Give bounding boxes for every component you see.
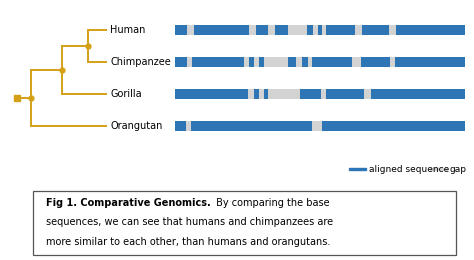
Bar [254,89,259,99]
Bar [275,24,288,35]
Bar [362,24,389,35]
Bar [318,24,322,35]
Bar [175,121,186,132]
Bar [396,24,465,35]
Bar [256,24,268,35]
Bar [259,57,264,67]
Bar [394,57,465,67]
Bar [326,24,355,35]
Bar [361,57,390,67]
Bar [248,89,254,99]
Bar [326,89,364,99]
Bar [268,24,275,35]
Bar [244,57,249,67]
Bar [288,24,307,35]
Bar [322,121,465,132]
Bar [194,24,249,35]
Bar [249,24,256,35]
Text: sequences, we can see that humans and chimpanzees are: sequences, we can see that humans and ch… [46,217,333,227]
Bar [349,168,366,170]
Text: Human: Human [110,25,146,35]
Bar [264,89,268,99]
FancyBboxPatch shape [33,191,456,255]
Text: Chimpanzee: Chimpanzee [110,57,171,67]
Bar [430,168,447,170]
Bar [389,24,396,35]
Bar [390,57,394,67]
Bar [307,24,313,35]
Bar [301,89,320,99]
Text: more similar to each other, than humans and orangutans.: more similar to each other, than humans … [46,237,330,247]
Bar [175,89,248,99]
Bar [296,57,302,67]
Bar [175,24,187,35]
Text: Gorilla: Gorilla [110,89,142,99]
Bar [288,57,296,67]
Bar [264,57,288,67]
Bar [320,89,326,99]
Bar [268,89,301,99]
Text: gap: gap [450,165,466,174]
Bar [249,57,255,67]
Bar [364,89,372,99]
Text: Fig 1. Comparative Genomics.: Fig 1. Comparative Genomics. [46,198,210,208]
Bar [308,57,312,67]
Bar [312,121,322,132]
Bar [175,57,187,67]
Bar [313,24,318,35]
Bar [352,57,361,67]
Bar [255,57,259,67]
Bar [187,24,194,35]
Text: aligned sequence: aligned sequence [369,165,449,174]
Bar [192,57,244,67]
Bar [312,57,352,67]
Bar [355,24,362,35]
Text: Orangutan: Orangutan [110,121,163,131]
Bar [259,89,264,99]
Bar [191,121,312,132]
Bar [186,121,191,132]
Text: By comparing the base: By comparing the base [213,198,329,208]
Bar [322,24,326,35]
Bar [187,57,192,67]
Bar [302,57,308,67]
Bar [372,89,465,99]
